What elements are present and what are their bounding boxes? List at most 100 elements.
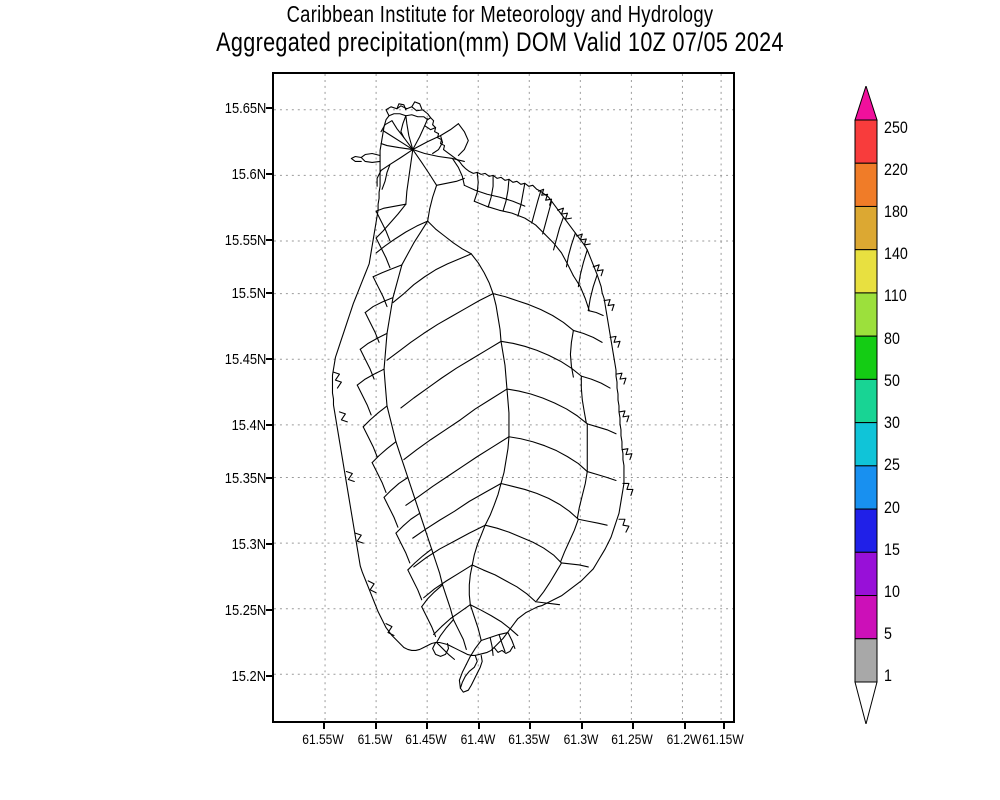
y-axis-label: 15.4N (231, 417, 266, 434)
coast-detail-east-2 (556, 207, 572, 220)
watershed-n7 (405, 148, 414, 205)
colorbar-tick-label: 1 (884, 666, 892, 685)
watershed-w31 (421, 584, 444, 608)
watershed-s9 (436, 641, 455, 660)
coast-detail-east-7 (615, 372, 627, 385)
colorbar-segment (854, 249, 878, 294)
colorbar-segment (854, 422, 878, 467)
y-tick-mark (266, 477, 272, 479)
coast-detail-north-2 (396, 103, 407, 111)
coast-detail-east-4 (592, 264, 604, 277)
x-tick-mark (581, 723, 583, 729)
watershed-n5 (412, 148, 465, 163)
watershed-spine-2 (470, 253, 494, 295)
colorbar-segment (854, 119, 878, 164)
watershed-spine-4 (500, 340, 508, 390)
watershed-e-div5 (559, 518, 579, 563)
watershed-w3 (375, 220, 429, 254)
precipitation-colorbar[interactable] (854, 86, 878, 724)
watershed-n16 (451, 157, 465, 186)
watershed-ne-link1 (473, 200, 546, 235)
colorbar-segment (854, 465, 878, 510)
coast-detail-south-2 (493, 645, 514, 654)
watershed-n9 (380, 143, 414, 151)
watershed-spine-7 (484, 482, 502, 526)
watershed-w8 (392, 253, 472, 304)
watershed-spine-1 (427, 220, 472, 255)
colorbar-swatches (854, 86, 878, 724)
coast-detail-west-3 (345, 470, 355, 483)
watershed-sw5 (362, 426, 378, 458)
watershed-s5 (498, 633, 506, 652)
coast-detail-south (459, 654, 483, 693)
watershed-sw3 (383, 496, 399, 528)
watershed-w2 (375, 203, 407, 239)
coast-detail-east-11 (618, 518, 630, 533)
watershed-n6 (412, 148, 438, 186)
coast-detail-west-2 (338, 411, 348, 423)
page-title-product: Aggregated precipitation(mm) DOM Valid 1… (216, 27, 784, 57)
watershed-ne9 (577, 249, 588, 288)
watershed-w7 (364, 297, 394, 314)
watershed-w34 (436, 619, 454, 644)
watershed-w32 (433, 604, 471, 636)
y-tick-mark (266, 675, 272, 677)
colorbar-tick-label: 80 (884, 329, 900, 348)
colorbar-tick-label: 140 (884, 244, 908, 263)
colorbar-tick-label: 250 (884, 118, 908, 137)
watershed-w9 (386, 297, 394, 334)
watershed-e-sub6 (577, 518, 608, 526)
watershed-w28 (407, 548, 433, 571)
x-axis-label: 61.55W (302, 731, 344, 747)
watershed-e-sub1 (587, 309, 604, 317)
watershed-s8 (452, 619, 467, 650)
y-tick-mark (266, 239, 272, 241)
y-axis-label: 15.6N (231, 166, 266, 183)
watershed-e-div1 (569, 329, 574, 378)
colorbar-tick-label: 220 (884, 160, 908, 179)
watershed-spine-9 (468, 564, 473, 606)
watershed-s7 (458, 663, 467, 689)
colorbar-tick-label: 5 (884, 624, 892, 643)
x-axis-label: 61.25W (611, 731, 653, 747)
watershed-w13 (356, 368, 385, 386)
coastline (331, 113, 625, 656)
y-tick-mark (266, 543, 272, 545)
coast-detail-west-6 (385, 623, 395, 637)
colorbar-tick-label: 30 (884, 413, 900, 432)
colorbar-segment (854, 638, 878, 683)
watershed-e5 (500, 482, 579, 520)
map-plot-area[interactable] (272, 72, 735, 723)
y-tick-mark (266, 424, 272, 426)
x-axis-label: 61.2W (666, 731, 702, 747)
watershed-n10 (382, 130, 414, 151)
watershed-e2 (500, 340, 582, 377)
coast-detail-east (538, 188, 553, 206)
watershed-w15 (383, 368, 388, 407)
watershed-ne1 (473, 171, 479, 202)
x-tick-mark (723, 723, 725, 729)
dominica-map-outline (331, 101, 634, 693)
y-tick-mark (266, 358, 272, 360)
y-tick-mark (266, 173, 272, 175)
watershed-sw2 (395, 532, 411, 564)
watershed-w20 (405, 436, 510, 506)
watershed-w21 (395, 441, 409, 479)
watershed-e6 (484, 524, 563, 564)
watershed-sw1 (407, 569, 423, 601)
colorbar-tick-label: 20 (884, 498, 900, 517)
watershed-w24 (407, 476, 421, 514)
x-tick-mark (478, 723, 480, 729)
watershed-ne10 (587, 274, 598, 312)
y-axis-label: 15.65N (224, 100, 266, 117)
coast-detail-east-6 (609, 335, 621, 348)
colorbar-segment (854, 595, 878, 640)
watershed-n14 (432, 135, 444, 155)
x-axis-label: 61.15W (702, 731, 744, 747)
coast-detail-north-3 (411, 101, 423, 110)
watershed-sw6 (356, 384, 372, 416)
watershed-spine-3 (492, 293, 502, 342)
watershed-n18 (427, 184, 438, 222)
x-tick-mark (684, 723, 686, 729)
colorbar-segment (854, 205, 878, 251)
